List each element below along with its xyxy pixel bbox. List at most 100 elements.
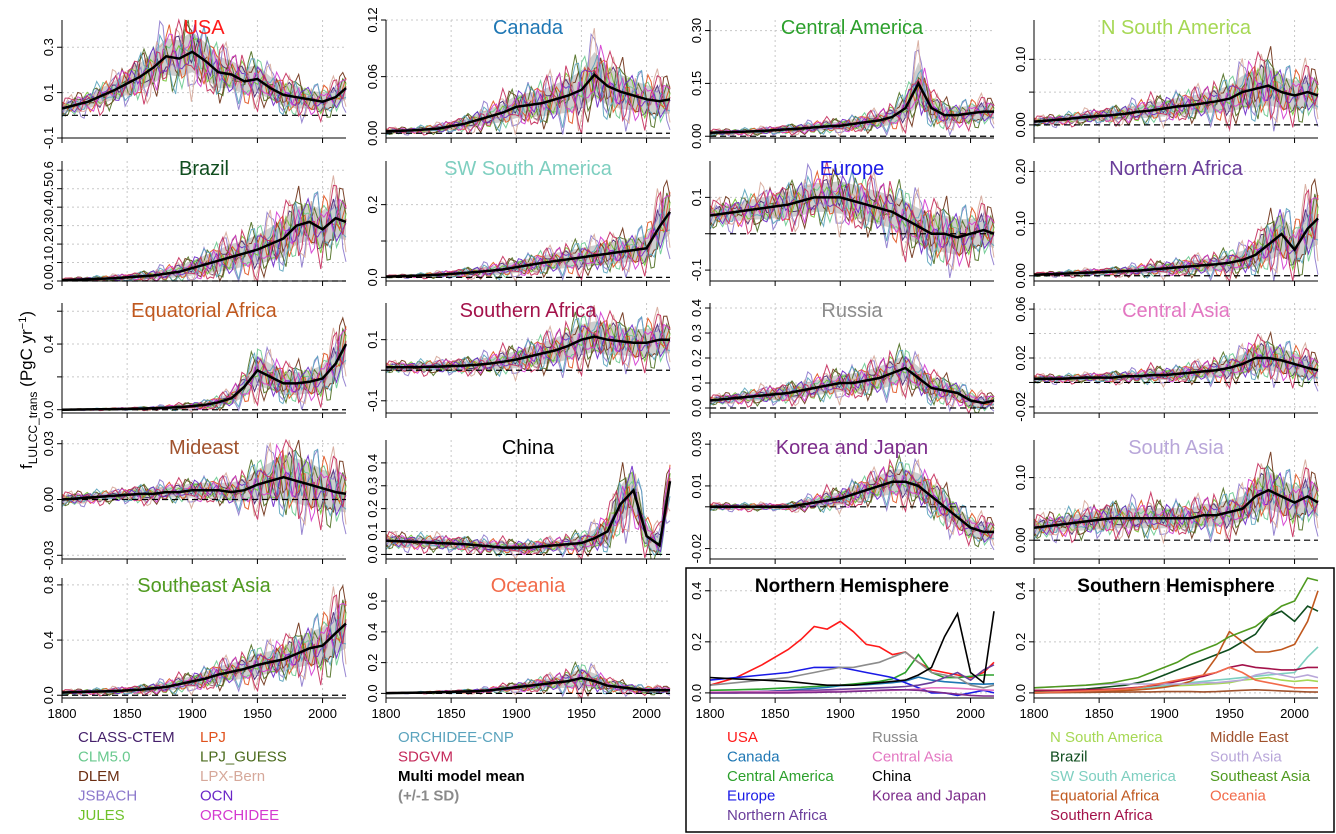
mean-line xyxy=(61,622,347,694)
model-line xyxy=(1033,468,1319,544)
sd-band xyxy=(386,321,670,371)
model-line xyxy=(709,170,995,267)
mean-line xyxy=(1034,356,1319,381)
panel-korea-and-japan: -0.02 0.01 0.03 Korea and Japan xyxy=(689,432,995,564)
x-tick-label: 2000 xyxy=(308,706,337,721)
sd-band xyxy=(62,324,346,411)
model-legend-class-ctem: CLASS-CTEM xyxy=(78,729,175,746)
y-axis-label-unit: (PgC yr xyxy=(17,329,36,392)
y-tick-label: 0.02 xyxy=(1013,345,1028,370)
region-legend-central-america: Central America xyxy=(727,768,834,785)
panel-title: Equatorial Africa xyxy=(131,300,278,322)
y-tick-label: 0.03 xyxy=(689,432,704,457)
y-axis-label-sub: LULCC_trans xyxy=(26,392,40,465)
model-line xyxy=(61,26,347,118)
y-tick-label: 0.3 xyxy=(41,38,56,56)
model-legend-lpx-bern: LPX-Bern xyxy=(200,768,265,785)
panel-title: Mideast xyxy=(169,437,239,459)
panel-china: 0.0 0.1 0.2 0.3 0.4 China xyxy=(365,437,672,564)
y-tick-label: 0.0 xyxy=(41,272,56,290)
region-legend-oceania: Oceania xyxy=(1210,788,1267,805)
model-line xyxy=(709,162,995,278)
panel-title: Southeast Asia xyxy=(137,575,271,597)
y-tick-label: 0.00 xyxy=(689,124,704,149)
y-tick-label: 0.0 xyxy=(365,545,380,563)
y-axis-label-close: ) xyxy=(17,311,36,317)
panel-n-south-america: 0.00 0.10 N South America xyxy=(1013,17,1319,143)
x-tick-label: 1900 xyxy=(1150,706,1179,721)
panel-central-america: 0.00 0.15 0.30 Central America xyxy=(689,17,995,149)
y-axis-label-main: f xyxy=(17,464,36,469)
y-tick-label: 0.4 xyxy=(41,631,56,649)
x-tick-label: 1850 xyxy=(437,706,466,721)
mean-line xyxy=(1033,84,1319,123)
panel-brazil: 0.00.10.20.30.40.50.6 Brazil xyxy=(41,158,347,290)
y-tick-label: 0.03 xyxy=(41,431,56,456)
mean-line xyxy=(61,216,347,282)
model-line xyxy=(61,444,347,535)
hemisphere-box xyxy=(685,567,1335,833)
panel-russia: 0.0 0.1 0.2 0.3 0.4 Russia xyxy=(689,299,995,418)
region-legend-southern-africa: Southern Africa xyxy=(1050,807,1153,824)
y-tick-label: 0.6 xyxy=(365,592,380,610)
y-tick-label: 0.3 xyxy=(41,217,56,235)
model-legend-jsbach: JSBACH xyxy=(78,788,137,805)
series-line-middle-east xyxy=(1033,688,1319,694)
model-line xyxy=(385,32,671,136)
sd-band xyxy=(386,52,670,134)
mean-line xyxy=(709,366,995,405)
panel-title: Central America xyxy=(781,17,924,39)
y-tick-label: 0.2 xyxy=(365,500,380,518)
y-tick-label: 0.2 xyxy=(41,235,56,253)
y-tick-label: 0.00 xyxy=(1013,263,1028,288)
region-legend-usa: USA xyxy=(727,729,758,746)
panel-title: SW South America xyxy=(444,158,613,180)
model-line xyxy=(709,349,995,411)
y-tick-label: 0.1 xyxy=(41,84,56,102)
y-tick-label: 0.15 xyxy=(689,71,704,96)
panel-title: Northern Africa xyxy=(1109,158,1243,180)
y-tick-label: 0.1 xyxy=(689,374,704,392)
y-axis-label: fLULCC_trans (PgC yr−1) xyxy=(17,311,40,469)
model-legend-dlem: DLEM xyxy=(78,768,120,785)
model-line xyxy=(61,19,347,125)
region-legend-southeast-asia: Southeast Asia xyxy=(1210,768,1311,785)
model-line xyxy=(1033,50,1319,132)
y-tick-label: 0.30 xyxy=(689,18,704,43)
y-tick-label: -0.1 xyxy=(689,259,704,281)
mean-line xyxy=(61,50,347,110)
y-axis-label-text: fLULCC_trans (PgC yr−1) xyxy=(17,311,40,469)
panel-title: South Asia xyxy=(1128,437,1225,459)
panel-southern-africa: -0.1 0.1 Southern Africa xyxy=(365,300,671,418)
model-line xyxy=(61,448,347,518)
y-tick-label: -0.03 xyxy=(41,540,56,570)
y-tick-label: 0.5 xyxy=(41,180,56,198)
model-line xyxy=(385,49,671,136)
series-line-china xyxy=(709,611,995,687)
mean-line xyxy=(1033,217,1319,276)
x-tick-label: 1950 xyxy=(567,706,596,721)
y-tick-label: 0.4 xyxy=(365,454,380,472)
y-tick-label: 0.1 xyxy=(365,522,380,540)
y-tick-label: 0.2 xyxy=(689,349,704,367)
mean-line xyxy=(709,80,994,134)
y-tick-label: 0.01 xyxy=(689,473,704,498)
panel-usa: -0.1 0.1 0.3 USA xyxy=(41,17,347,149)
model-line xyxy=(61,327,347,412)
x-tick-label: 1950 xyxy=(243,706,272,721)
y-tick-label: 0.20 xyxy=(1013,159,1028,184)
model-line xyxy=(385,481,671,558)
panel-canada: 0.00 0.06 0.12 Canada xyxy=(365,7,671,146)
model-legend-ocn: OCN xyxy=(200,788,233,805)
series-line-oceania xyxy=(1033,666,1318,694)
panel-title: N South America xyxy=(1101,17,1252,39)
x-tick-label: 1900 xyxy=(502,706,531,721)
y-tick-label: 0.0 xyxy=(1013,684,1028,702)
series-line-usa xyxy=(709,620,995,686)
y-tick-label: 0.2 xyxy=(1013,633,1028,651)
model-legend-clm5-0: CLM5.0 xyxy=(78,749,131,766)
x-tick-label: 1800 xyxy=(1020,706,1049,721)
model-line xyxy=(1033,340,1319,392)
y-tick-label: 0.0 xyxy=(365,684,380,702)
x-tick-label: 2000 xyxy=(1280,706,1309,721)
